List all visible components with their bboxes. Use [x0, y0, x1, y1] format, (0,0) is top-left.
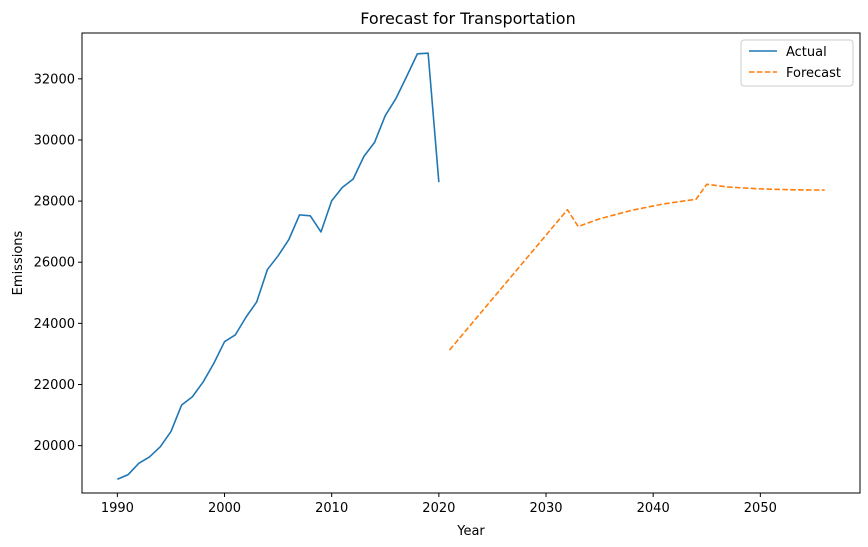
plot-frame: [81, 32, 861, 494]
series-lines: [117, 52, 825, 480]
y-tick-label: 26000: [34, 256, 75, 271]
x-axis: 1990 2000 2010 2020 2030 2040 2050: [101, 493, 777, 516]
chart-title: Forecast for Transportation: [360, 9, 575, 28]
x-tick-label: 2010: [315, 501, 348, 516]
y-tick-label: 22000: [34, 378, 75, 393]
x-tick-label: 1990: [101, 501, 134, 516]
legend-label-forecast: Forecast: [786, 66, 841, 81]
series-line-actual: [117, 52, 440, 480]
y-axis: 20000 22000 24000 26000 28000 30000 32000: [34, 72, 82, 454]
x-axis-label: Year: [456, 524, 485, 539]
x-tick-label: 2040: [637, 501, 670, 516]
y-tick-label: 24000: [34, 317, 75, 332]
y-tick-label: 32000: [34, 72, 75, 87]
x-tick-label: 2050: [744, 501, 777, 516]
y-axis-label: Emissions: [11, 230, 26, 295]
y-tick-label: 28000: [34, 195, 75, 210]
series-line-forecast: [448, 183, 825, 351]
y-tick-label: 20000: [34, 439, 75, 454]
plot-area: [81, 32, 861, 494]
y-tick-label: 30000: [34, 133, 75, 148]
legend-label-actual: Actual: [786, 45, 827, 60]
x-tick-label: 2020: [422, 501, 455, 516]
x-tick-label: 2030: [529, 501, 562, 516]
legend: Actual Forecast: [740, 39, 854, 87]
x-tick-label: 2000: [208, 501, 241, 516]
